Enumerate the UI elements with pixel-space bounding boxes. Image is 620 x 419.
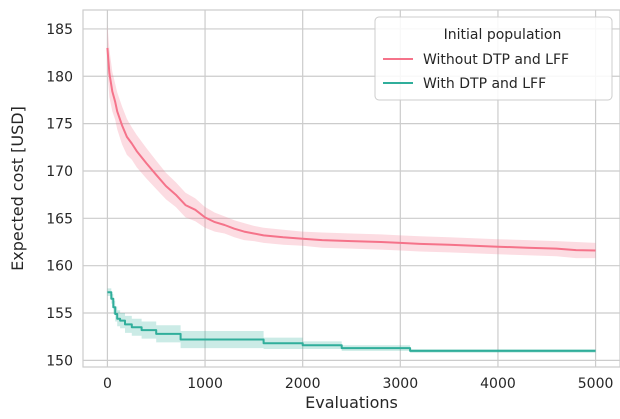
confidence-bands [107, 24, 596, 353]
x-axis-label: Evaluations [305, 393, 398, 412]
y-axis-label: Expected cost [USD] [8, 106, 27, 271]
y-tick-label: 165 [46, 211, 73, 227]
y-tick-label: 175 [46, 117, 73, 133]
x-tick-label: 5000 [578, 376, 614, 392]
x-tick-label: 1000 [187, 376, 223, 392]
band-with-dtp [107, 288, 596, 353]
x-tick-label: 0 [103, 376, 112, 392]
x-tick-label: 2000 [285, 376, 321, 392]
plot-frame [82, 9, 620, 368]
line-with-dtp [107, 291, 596, 352]
y-tick-labels: 150 155 160 165 170 175 180 185 [46, 22, 73, 369]
legend: Initial population Without DTP and LFF W… [374, 16, 613, 101]
y-tick-label: 180 [46, 69, 73, 85]
y-tick-label: 150 [46, 353, 73, 369]
x-tick-labels: 0 1000 2000 3000 4000 5000 [103, 376, 613, 392]
legend-label-with-dtp: With DTP and LFF [423, 76, 546, 92]
y-tick-label: 160 [46, 259, 73, 275]
legend-box [374, 16, 613, 101]
y-tick-label: 155 [46, 306, 73, 322]
legend-label-without-dtp: Without DTP and LFF [423, 52, 569, 68]
x-tick-label: 3000 [382, 376, 418, 392]
y-tick-label: 185 [46, 22, 73, 38]
legend-title: Initial population [444, 27, 562, 43]
series-lines [106, 47, 596, 352]
line-without-dtp [106, 47, 596, 252]
y-tick-label: 170 [46, 164, 73, 180]
x-tick-label: 4000 [480, 376, 516, 392]
